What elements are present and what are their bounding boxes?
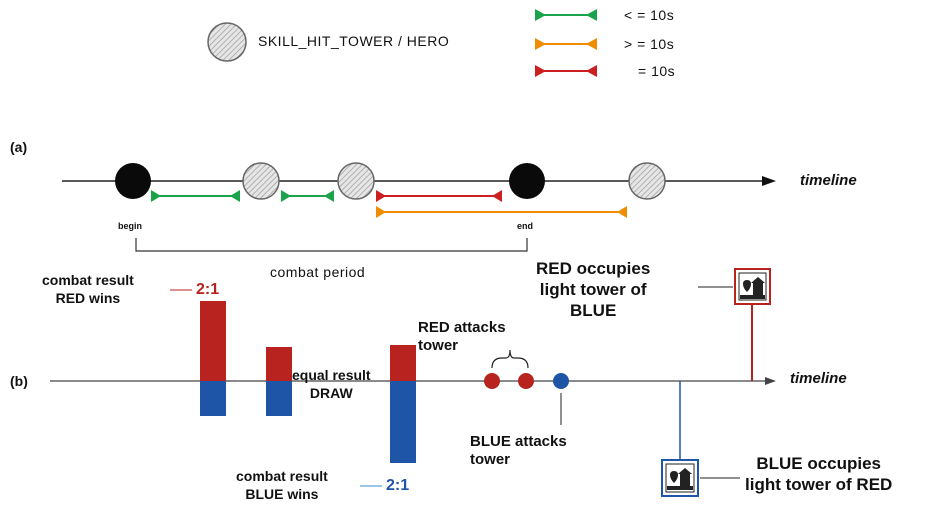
hatched-circle-icon [337,162,375,200]
bar-red-1 [200,301,226,381]
red-attack-dot [484,373,500,389]
bar-blue-2 [266,381,292,416]
bar-red-3 [390,345,416,381]
timeline-a-axis [62,176,776,186]
legend-interval-red-icon [535,65,597,77]
begin-label: begin [118,221,142,231]
combat-period-label: combat period [270,264,366,280]
timeline-a-label: timeline [800,172,857,189]
panel-a-tag: (a) [10,139,28,155]
bar-blue-1 [200,381,226,416]
interval-green-2 [281,190,334,202]
legend-interval-label-1: < = 10s [624,7,675,23]
legend-interval-label-2: > = 10s [624,36,675,52]
begin-black-circle-icon [115,163,151,199]
bar-blue-3 [390,381,416,463]
red-wins-label: combat result RED wins [42,272,134,306]
blue-occupies-label: BLUE occupies light tower of RED [745,454,893,494]
light-tower-red-icon [734,268,771,305]
interval-red [376,190,502,202]
red-attacks-label: RED attacks tower [418,319,506,354]
timeline-b-label: timeline [790,370,847,387]
light-tower-blue-icon [661,459,699,497]
hatched-circle-icon [628,162,666,200]
legend-interval-label-3: = 10s [638,63,676,79]
panel-b-tag: (b) [10,373,28,389]
interval-orange [376,206,627,218]
legend-hatched-circle-icon [207,22,247,62]
combat-period-bracket [135,238,528,252]
red-attacks-brace [491,349,529,369]
timeline-b-arrowhead [765,377,776,385]
legend-interval-orange-icon [535,38,597,50]
red-attack-dot [518,373,534,389]
end-label: end [517,221,534,231]
red-wins-ratio: 2:1 [196,281,220,298]
red-occupies-label: RED occupies light tower of BLUE [536,259,651,320]
legend-interval-green-icon [535,9,597,21]
draw-label: equal result DRAW [292,367,371,401]
bar-red-2 [266,347,292,381]
legend-skill-label: SKILL_HIT_TOWER / HERO [258,33,450,49]
blue-attacks-label: BLUE attacks tower [470,433,567,468]
blue-wins-label: combat result BLUE wins [236,468,328,502]
blue-wins-ratio: 2:1 [386,477,410,494]
hatched-circle-icon [242,162,280,200]
interval-green-1 [151,190,240,202]
blue-attack-dot [553,373,569,389]
end-black-circle-icon [509,163,545,199]
